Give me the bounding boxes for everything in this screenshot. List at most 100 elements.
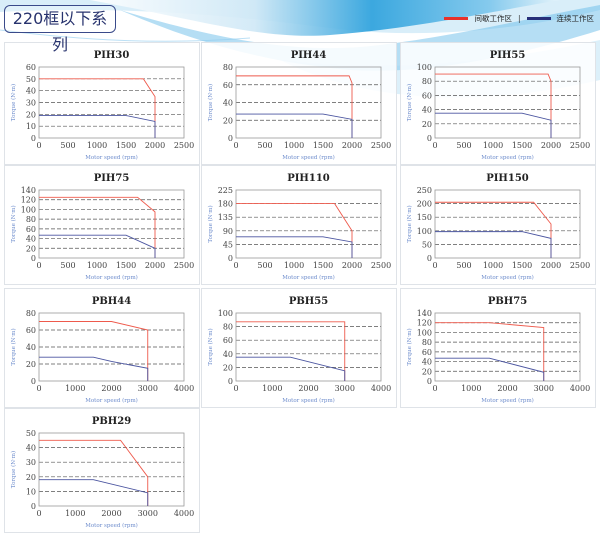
- x-tick-label: 4000: [174, 509, 194, 518]
- x-tick-label: 2000: [145, 141, 165, 150]
- x-tick-label: 1500: [313, 261, 333, 270]
- x-tick-label: 1000: [461, 384, 481, 393]
- series-intermittent-line: [39, 439, 149, 506]
- series-intermittent-line: [39, 78, 156, 138]
- x-tick-label: 500: [456, 261, 471, 270]
- y-tick-label: 0: [31, 377, 36, 386]
- y-tick-label: 20: [26, 360, 36, 369]
- y-axis-label: Torque (N·m): [10, 451, 17, 488]
- y-tick-label: 10: [26, 122, 36, 131]
- x-tick-label: 3000: [138, 509, 158, 518]
- y-tick-label: 60: [223, 81, 233, 90]
- series-continuous-line: [236, 236, 353, 258]
- y-tick-label: 40: [223, 99, 233, 108]
- y-tick-label: 225: [218, 186, 233, 195]
- series-continuous-line: [435, 231, 552, 258]
- x-tick-label: 2000: [342, 261, 362, 270]
- y-tick-label: 40: [223, 350, 233, 359]
- series-continuous-line: [435, 357, 545, 381]
- y-axis-label: Torque (N·m): [207, 84, 214, 121]
- y-tick-label: 40: [422, 106, 432, 115]
- y-tick-label: 40: [26, 235, 36, 244]
- series-continuous-line: [435, 112, 552, 138]
- x-tick-label: 3000: [534, 384, 554, 393]
- x-tick-label: 3000: [335, 384, 355, 393]
- x-tick-label: 2500: [371, 261, 391, 270]
- x-tick-label: 2500: [174, 261, 194, 270]
- y-tick-label: 0: [228, 377, 233, 386]
- chart-title: PIH55: [490, 50, 526, 61]
- y-tick-label: 50: [422, 240, 432, 249]
- series-continuous-line: [236, 356, 346, 381]
- x-tick-label: 1000: [65, 509, 85, 518]
- x-tick-label: 1000: [483, 141, 503, 150]
- chart-pih30: PIH30 0 10 20 30 40 50 60 0 500 1000 1500 2000 2500 Mo…: [10, 50, 194, 161]
- chart-title: PIH150: [486, 173, 529, 184]
- plot-area: [38, 312, 185, 382]
- y-axis-label: Torque (N·m): [10, 328, 17, 365]
- x-tick-label: 500: [60, 261, 75, 270]
- x-tick-label: 500: [60, 141, 75, 150]
- plot-area: [434, 66, 581, 139]
- x-tick-label: 1500: [512, 141, 532, 150]
- plot-area: [235, 189, 382, 259]
- x-tick-label: 0: [36, 384, 41, 393]
- series-intermittent-line: [236, 75, 353, 138]
- series-intermittent-line: [435, 73, 552, 138]
- series-intermittent-line: [435, 201, 552, 258]
- y-tick-label: 0: [31, 134, 36, 143]
- y-tick-label: 20: [26, 110, 36, 119]
- x-tick-label: 0: [36, 509, 41, 518]
- x-tick-label: 0: [36, 141, 41, 150]
- y-tick-label: 0: [228, 254, 233, 263]
- x-tick-label: 3000: [138, 384, 158, 393]
- chart-title: PIH44: [291, 50, 327, 61]
- y-tick-label: 140: [417, 309, 432, 318]
- series-continuous-line: [39, 234, 156, 258]
- plot-area: [235, 312, 382, 382]
- y-tick-label: 100: [417, 227, 432, 236]
- x-tick-label: 0: [233, 384, 238, 393]
- x-tick-label: 1500: [116, 141, 136, 150]
- series-intermittent-line: [435, 322, 545, 381]
- x-tick-label: 2500: [174, 141, 194, 150]
- chart-panel-pih30: PIH30 0 10 20 30 40 50 60 0 500 1000 1500 2000 2500 Mo…: [4, 42, 200, 165]
- series-continuous-line: [236, 113, 353, 138]
- x-axis-label: Motor speed (rpm): [85, 274, 138, 281]
- x-tick-label: 1000: [262, 384, 282, 393]
- x-axis-label: Motor speed (rpm): [481, 274, 534, 281]
- chart-title: PBH75: [488, 296, 527, 307]
- x-axis-label: Motor speed (rpm): [481, 397, 534, 404]
- page-title: 220框以下系列: [4, 5, 116, 54]
- x-tick-label: 0: [233, 141, 238, 150]
- x-tick-label: 2000: [541, 261, 561, 270]
- y-tick-label: 0: [31, 502, 36, 511]
- y-tick-label: 80: [223, 323, 233, 332]
- y-tick-label: 40: [26, 444, 36, 453]
- chart-panel-pbh75: PBH75 0 20 40 60 80 100 120 140 0 1000 2000 3000 4000…: [400, 288, 596, 408]
- chart-title: PIH110: [287, 173, 330, 184]
- y-axis-label: Torque (N·m): [10, 84, 17, 121]
- y-tick-label: 50: [26, 429, 36, 438]
- x-tick-label: 1500: [116, 261, 136, 270]
- x-tick-label: 4000: [570, 384, 590, 393]
- y-tick-label: 140: [21, 186, 36, 195]
- y-tick-label: 120: [417, 319, 432, 328]
- y-tick-label: 30: [26, 99, 36, 108]
- x-tick-label: 2000: [497, 384, 517, 393]
- chart-title: PBH44: [92, 296, 131, 307]
- x-tick-label: 4000: [174, 384, 194, 393]
- y-axis-label: Torque (N·m): [406, 205, 413, 242]
- x-tick-label: 1500: [313, 141, 333, 150]
- x-tick-label: 1500: [512, 261, 532, 270]
- chart-panel-pbh44: PBH44 0 20 40 60 80 0 1000 2000 3000 4000 Motor spe…: [4, 288, 200, 408]
- y-tick-label: 40: [26, 87, 36, 96]
- y-tick-label: 90: [223, 227, 233, 236]
- x-tick-label: 1000: [284, 261, 304, 270]
- x-axis-label: Motor speed (rpm): [85, 522, 138, 529]
- y-tick-label: 0: [427, 377, 432, 386]
